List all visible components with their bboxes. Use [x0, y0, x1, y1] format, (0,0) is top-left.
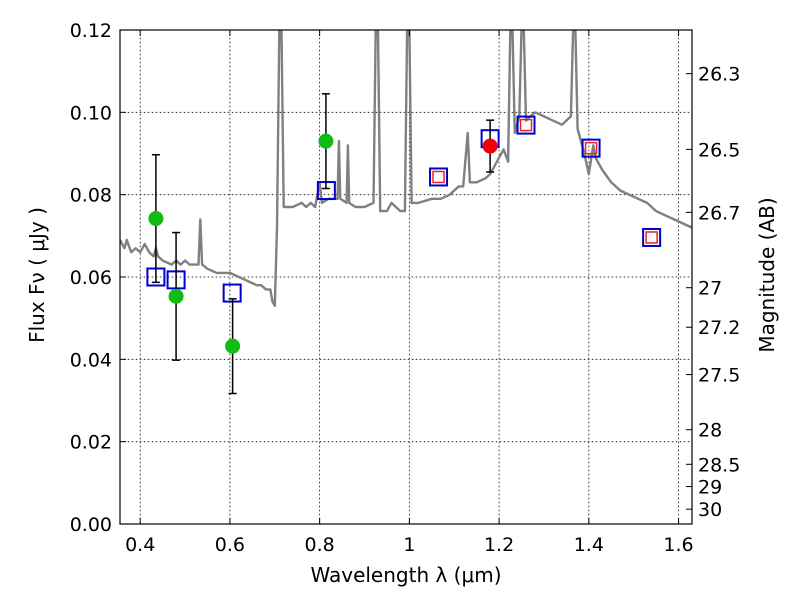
y-tick-label: 0.00	[70, 514, 112, 536]
mag-tick-label: 27.2	[698, 317, 740, 339]
mag-tick-label: 29	[698, 477, 722, 499]
grid	[119, 29, 693, 525]
x-tick-label: 0.6	[215, 534, 245, 556]
mag-tick-label: 27.5	[698, 365, 740, 387]
y-tick-label: 0.10	[70, 102, 112, 124]
model-photometry-point	[429, 167, 449, 187]
x-tick-label: 1.4	[574, 534, 604, 556]
plot-area	[120, 30, 692, 395]
mag-tick-label: 30	[698, 499, 722, 521]
model-photometry-point	[581, 138, 601, 158]
x-tick-label: 1	[403, 534, 415, 556]
x-axis-label: Wavelength λ (μm)	[310, 563, 501, 587]
observed-photometry-square	[584, 141, 598, 155]
spectrum-line	[120, 30, 692, 307]
mag-tick-label: 26.5	[698, 139, 740, 161]
y-tick-label: 0.06	[70, 267, 112, 289]
x-tick-label: 1.6	[663, 534, 693, 556]
observed-photometry-square	[432, 170, 445, 184]
mag-tick-label: 28.5	[698, 454, 740, 476]
model-photometry-point	[516, 115, 536, 135]
x-tick-label: 0.4	[125, 534, 155, 556]
mag-tick-label: 28	[698, 420, 722, 442]
observed-photometry-square	[519, 118, 533, 132]
observed-photometry-point	[148, 211, 164, 227]
axes: 0.4 0.6 0.8 1 1.2 1.4 1.6 0.00 0.02 0.04 0.06 0.08 0…	[70, 20, 741, 556]
y-tick-label: 0.08	[70, 185, 112, 207]
x-tick-label: 0.8	[305, 534, 335, 556]
observed-photometry-point	[482, 138, 498, 154]
y-tick-label: 0.04	[70, 349, 112, 371]
y-axis-label-right: Magnitude (AB)	[755, 197, 779, 352]
y-axis-label: Flux Fν ( μJy )	[25, 207, 49, 343]
y-tick-label: 0.02	[70, 432, 112, 454]
y-tick-label: 0.12	[70, 20, 112, 42]
model-photometry-point	[642, 227, 662, 247]
observed-photometry-point	[225, 338, 241, 354]
observed-photometry-point	[318, 133, 334, 149]
observed-photometry-square	[645, 231, 658, 244]
mag-tick-label: 26.3	[698, 64, 740, 86]
x-tick-label: 1.2	[484, 534, 514, 556]
mag-tick-label: 27	[698, 278, 722, 300]
observed-photometry-point	[168, 288, 184, 304]
mag-tick-label: 26.7	[698, 202, 740, 224]
